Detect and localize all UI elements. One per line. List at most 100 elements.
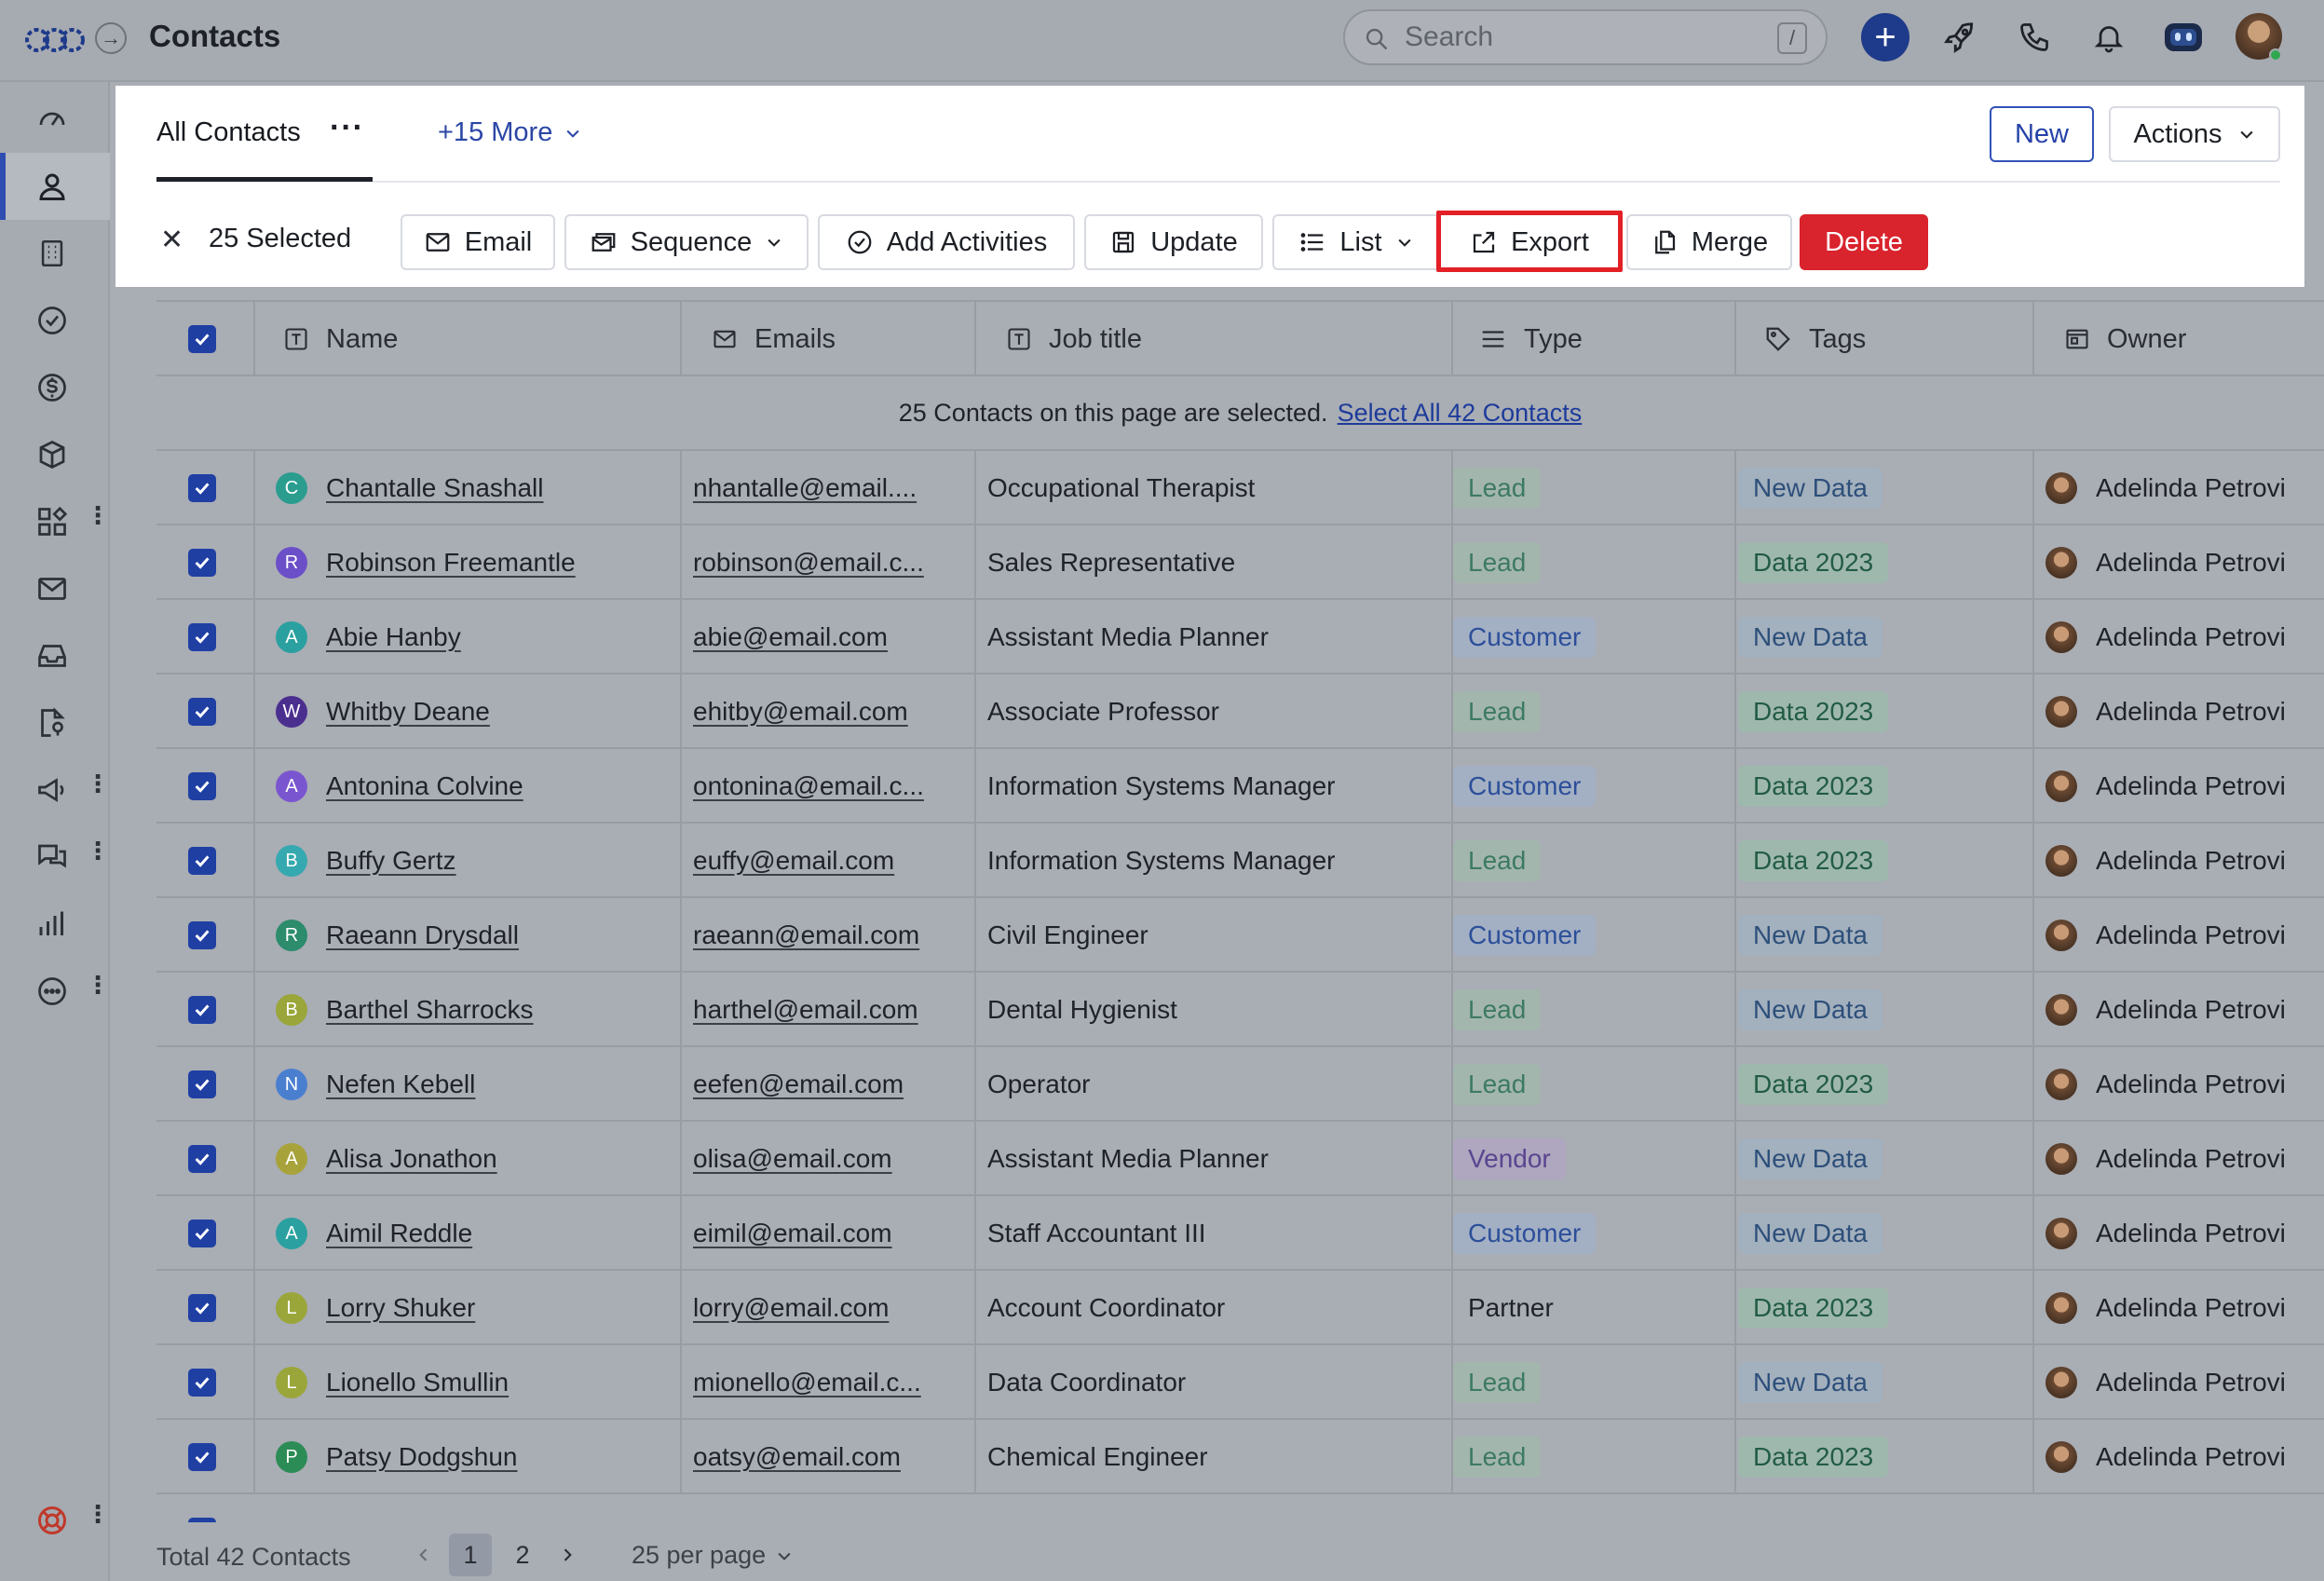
table-row[interactable]: P Patsy Dodgshun oatsy@email.com Chemical E… xyxy=(156,1420,2324,1494)
page-1-button[interactable]: 1 xyxy=(449,1533,492,1576)
contact-name-link[interactable]: Lionello Smullin xyxy=(326,1368,510,1397)
contact-email-link[interactable]: olisa@email.com xyxy=(693,1144,892,1173)
column-header-type[interactable]: Type xyxy=(1479,302,1583,376)
table-row[interactable]: A Alisa Jonathon olisa@email.com Assistant … xyxy=(156,1122,2324,1196)
row-checkbox[interactable] xyxy=(188,698,216,726)
create-plus-button[interactable]: + xyxy=(1861,13,1909,61)
next-page-icon[interactable] xyxy=(553,1533,581,1576)
table-row[interactable]: C Chantalle Snashall nhantalle@email.... Oc… xyxy=(156,451,2324,525)
apps-icon[interactable] xyxy=(28,497,76,546)
row-checkbox[interactable] xyxy=(188,847,216,875)
contact-name-link[interactable]: Aimil Reddle xyxy=(326,1219,473,1247)
notification-bell-icon[interactable] xyxy=(2085,13,2133,61)
row-checkbox[interactable] xyxy=(188,1518,216,1522)
chat-icon[interactable] xyxy=(28,833,76,881)
tasks-icon[interactable] xyxy=(28,296,76,345)
column-header-name[interactable]: Name xyxy=(283,302,398,376)
reports-doc-icon[interactable] xyxy=(28,699,76,747)
column-header-tags[interactable]: Tags xyxy=(1764,302,1866,376)
per-page-dropdown[interactable]: 25 per page xyxy=(632,1541,794,1570)
contact-email-link[interactable]: ontonina@email.c... xyxy=(693,771,924,800)
table-row[interactable]: A Antonina Colvine ontonina@email.c... Info… xyxy=(156,749,2324,824)
export-button[interactable]: Export xyxy=(1442,214,1617,270)
products-icon[interactable] xyxy=(28,430,76,479)
analytics-icon[interactable] xyxy=(28,900,76,948)
list-dropdown-button[interactable]: List xyxy=(1272,214,1440,270)
contact-email-link[interactable]: mionello@email.c... xyxy=(693,1368,921,1397)
table-row[interactable]: L Lionello Smullin mionello@email.c... Data… xyxy=(156,1345,2324,1420)
update-button[interactable]: Update xyxy=(1084,214,1263,270)
contact-email-link[interactable]: oatsy@email.com xyxy=(693,1442,901,1471)
dashboard-icon[interactable] xyxy=(28,95,76,143)
app-logo[interactable] xyxy=(24,20,86,60)
row-checkbox[interactable] xyxy=(188,921,216,949)
chat-more-icon[interactable]: ⋮ xyxy=(86,837,110,865)
contact-name-link[interactable]: Abie Hanby xyxy=(326,622,461,651)
sequence-dropdown-button[interactable]: Sequence xyxy=(564,214,809,270)
new-contact-button[interactable]: New xyxy=(1990,106,2094,162)
campaign-more-icon[interactable]: ⋮ xyxy=(86,770,110,797)
column-header-job-title[interactable]: Job title xyxy=(1006,302,1142,376)
table-row[interactable]: B Barthel Sharrocks harthel@email.com Denta… xyxy=(156,973,2324,1047)
contact-name-link[interactable]: Patsy Dodgshun xyxy=(326,1442,518,1471)
contact-name-link[interactable]: Whitby Deane xyxy=(326,697,490,726)
more-icon[interactable] xyxy=(28,967,76,1015)
row-checkbox[interactable] xyxy=(188,1145,216,1173)
contact-email-link[interactable]: lorry@email.com xyxy=(693,1293,890,1322)
table-row[interactable]: B Buffy Gertz euffy@email.com Information S… xyxy=(156,824,2324,898)
contact-name-link[interactable]: Buffy Gertz xyxy=(326,846,456,875)
contacts-icon[interactable] xyxy=(28,162,76,211)
row-checkbox[interactable] xyxy=(188,1070,216,1098)
row-checkbox[interactable] xyxy=(188,1294,216,1322)
expand-sidebar-button[interactable]: → xyxy=(95,22,127,54)
row-checkbox[interactable] xyxy=(188,623,216,651)
table-row[interactable]: N Nefen Kebell eefen@email.com Operator Lead… xyxy=(156,1047,2324,1122)
more-menu-icon[interactable]: ⋮ xyxy=(86,971,110,999)
contact-name-link[interactable]: Lorry Shuker xyxy=(326,1293,476,1322)
table-row[interactable]: W Whitby Deane ehitby@email.com Associate P… xyxy=(156,675,2324,749)
table-row[interactable]: R Robinson Freemantle robinson@email.c... S… xyxy=(156,525,2324,600)
contact-name-link[interactable]: Alisa Jonathon xyxy=(326,1144,497,1173)
row-checkbox[interactable] xyxy=(188,474,216,502)
row-checkbox[interactable] xyxy=(188,1220,216,1247)
help-lifebuoy-icon[interactable] xyxy=(28,1496,76,1545)
contact-name-link[interactable]: Nefen Kebell xyxy=(326,1070,476,1098)
contact-email-link[interactable]: eefen@email.com xyxy=(693,1070,904,1098)
row-checkbox[interactable] xyxy=(188,1443,216,1471)
search-box[interactable]: / xyxy=(1343,9,1828,65)
row-checkbox[interactable] xyxy=(188,1369,216,1397)
contact-email-link[interactable]: nhantalle@email.... xyxy=(693,473,917,502)
merge-button[interactable]: Merge xyxy=(1626,214,1792,270)
assistant-bot-icon[interactable] xyxy=(2159,13,2208,61)
more-views-dropdown[interactable]: +15 More xyxy=(438,117,582,148)
contact-email-link[interactable]: robinson@email.c... xyxy=(693,548,924,577)
rocket-icon[interactable] xyxy=(1936,13,1984,61)
help-more-icon[interactable]: ⋮ xyxy=(86,1500,110,1528)
contact-email-link[interactable]: ehitby@email.com xyxy=(693,697,908,726)
column-header-emails[interactable]: Emails xyxy=(712,302,836,376)
apps-more-icon[interactable]: ⋮ xyxy=(86,501,110,529)
contact-email-link[interactable]: raeann@email.com xyxy=(693,920,920,949)
search-input[interactable] xyxy=(1405,21,1759,53)
contact-name-link[interactable]: Antonina Colvine xyxy=(326,771,523,800)
tab-all-contacts[interactable]: All Contacts xyxy=(156,117,301,147)
tab-options-icon[interactable]: ··· xyxy=(330,110,364,145)
delete-button[interactable]: Delete xyxy=(1800,214,1928,270)
deals-icon[interactable] xyxy=(28,363,76,412)
email-icon[interactable] xyxy=(28,565,76,613)
actions-dropdown-button[interactable]: Actions xyxy=(2109,106,2280,162)
table-row[interactable]: A Abie Hanby abie@email.com Assistant Media… xyxy=(156,600,2324,675)
campaign-icon[interactable] xyxy=(28,766,76,814)
clear-selection-icon[interactable]: ✕ xyxy=(160,225,184,255)
contact-name-link[interactable]: Chantalle Snashall xyxy=(326,473,544,502)
table-row[interactable]: L Lorry Shuker lorry@email.com Account Coor… xyxy=(156,1271,2324,1345)
row-checkbox[interactable] xyxy=(188,772,216,800)
prev-page-icon[interactable] xyxy=(410,1533,438,1576)
inbox-icon[interactable] xyxy=(28,632,76,680)
select-all-checkbox[interactable] xyxy=(188,325,216,353)
row-checkbox[interactable] xyxy=(188,549,216,577)
companies-icon[interactable] xyxy=(28,229,76,278)
contact-email-link[interactable]: euffy@email.com xyxy=(693,846,895,875)
page-2-button[interactable]: 2 xyxy=(515,1540,530,1569)
phone-icon[interactable] xyxy=(2010,13,2059,61)
